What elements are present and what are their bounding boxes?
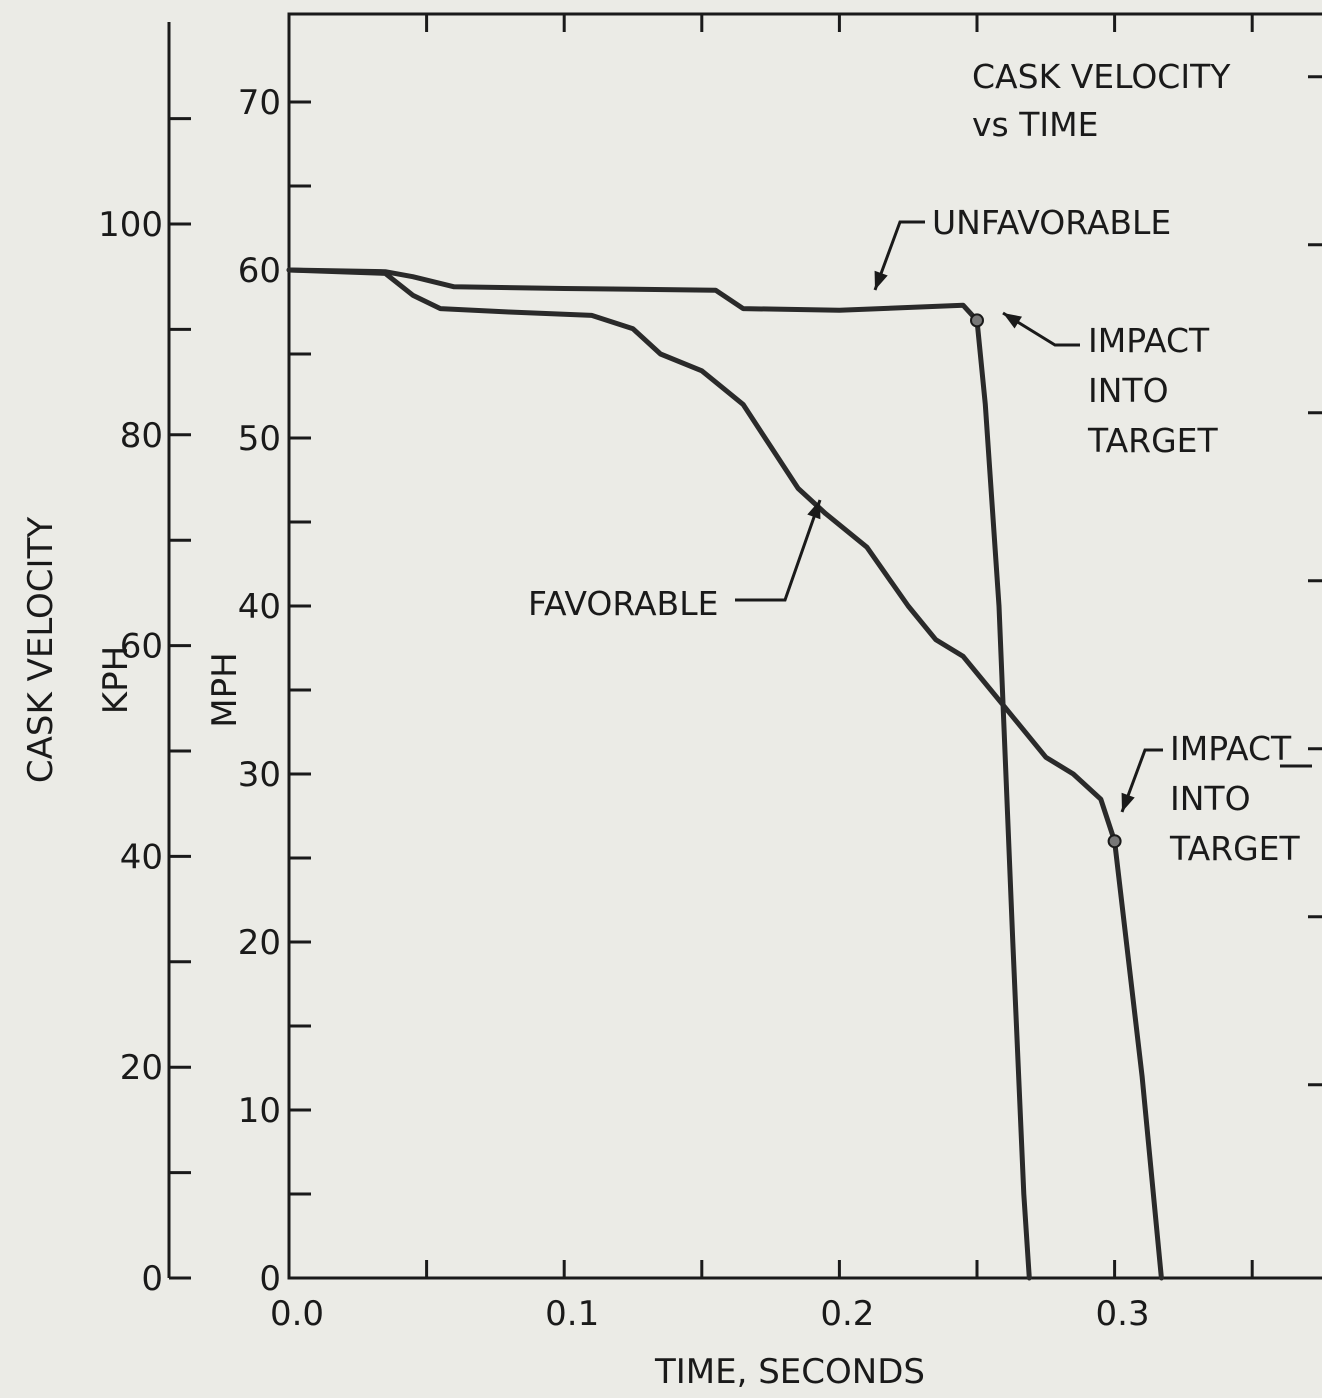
series-group [286,267,1164,1281]
impact-2-line-3: TARGET [1169,829,1301,868]
x-tick-label: 0.1 [545,1294,599,1334]
y-axis-title-outer: CASK VELOCITY [21,517,61,783]
unfavorable-arrow [873,220,925,291]
favorable-arrow [735,499,822,602]
kph-tick-label: 60 [120,627,163,667]
mph-tick-label: 70 [238,83,281,123]
favorable-arrow-head [807,500,821,520]
impact-2-arrow-head [1121,792,1135,812]
x-tick-label: 0.3 [1096,1294,1150,1334]
y-axis-title-kph: KPH [96,646,136,714]
kph-ticks: 0 20 40 60 80 100 [98,117,191,1299]
kph-tick-label: 20 [120,1048,163,1088]
favorable-label: FAVORABLE [528,584,718,623]
impact-1-arrow-head [1003,313,1022,329]
annotation-arrows [735,220,1312,813]
impact-1-line-1: IMPACT [1088,321,1210,360]
mph-tick-label: 30 [238,755,281,795]
mph-tick-label: 40 [238,587,281,627]
plot-frame [287,12,1322,1280]
impact-marker-unfavorable [970,313,984,328]
mph-tick-label: 0 [259,1259,281,1299]
kph-tick-label: 40 [120,837,163,877]
kph-tick-label: 100 [98,205,163,245]
impact-1-line-3: TARGET [1087,421,1219,460]
x-axis-title: TIME, SECONDS [654,1352,925,1392]
impact-2-line-2: INTO [1170,779,1251,818]
x-ticks: 0.0 0.1 0.2 0.3 [270,14,1254,1334]
series-line-favorable [286,267,1164,1281]
impact-marker-favorable [1107,834,1122,849]
kph-tick-label: 80 [120,416,163,456]
impact-1-arrow [1002,311,1080,347]
mph-tick-label: 20 [238,923,281,963]
impact-2-line-1: IMPACT [1170,729,1292,768]
kph-tick-label: 0 [141,1259,163,1299]
mph-tick-label: 60 [238,251,281,291]
y-axis-title-mph: MPH [205,652,245,727]
series-line-unfavorable [286,267,1032,1281]
unfavorable-arrow-head [874,270,888,290]
impact-1-line-2: INTO [1088,371,1169,410]
chart-title-line-1: CASK VELOCITY [972,57,1231,96]
right-ticks [1308,75,1322,1087]
mph-tick-label: 50 [238,419,281,459]
mph-ticks: 0 10 20 30 40 50 60 70 [238,83,311,1299]
mph-tick-label: 10 [238,1091,281,1131]
impact-2-arrow [1120,748,1163,813]
x-tick-label: 0.2 [820,1294,874,1334]
unfavorable-label: UNFAVORABLE [932,203,1171,242]
chart-title-line-2: vs TIME [972,105,1098,144]
x-tick-label: 0.0 [270,1294,324,1334]
